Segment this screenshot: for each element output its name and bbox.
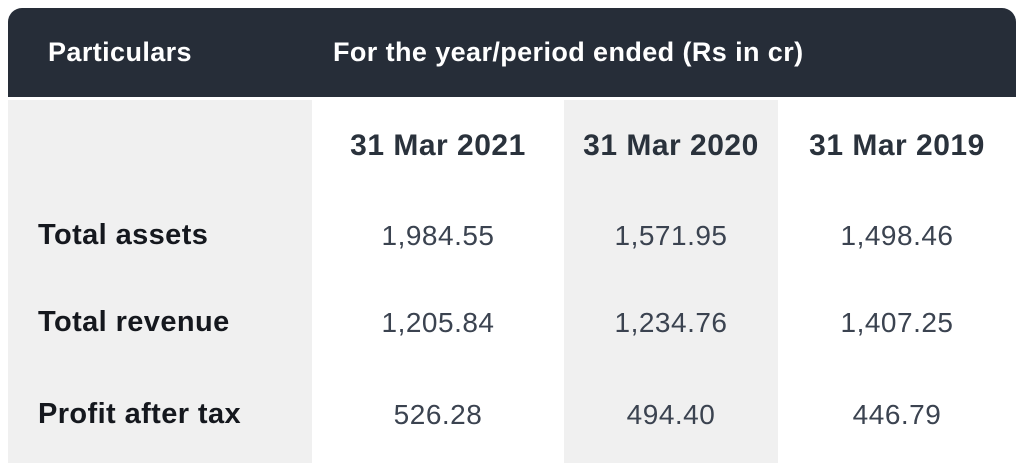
row-label-profit-after-tax: Profit after tax [8, 366, 312, 463]
value-total-revenue-2021: 1,205.84 [381, 306, 495, 338]
table-body: 31 Mar 2021 31 Mar 2020 31 Mar 2019 Tota… [8, 100, 1016, 463]
value-profit-after-tax-2019: 446.79 [852, 398, 942, 430]
column-header-31-mar-2019: 31 Mar 2019 [809, 129, 985, 162]
corner-spacer-cell [8, 100, 312, 192]
value-total-revenue-2019: 1,407.25 [840, 306, 954, 338]
column-header-31-mar-2020: 31 Mar 2020 [564, 100, 778, 192]
financials-table: Particulars For the year/period ended (R… [8, 8, 1016, 463]
value-total-assets-2021: 1,984.55 [381, 219, 495, 251]
header-period-label: For the year/period ended (Rs in cr) [333, 37, 804, 67]
row-label-total-revenue: Total revenue [8, 279, 312, 366]
table-header-bar: Particulars For the year/period ended (R… [8, 8, 1016, 97]
value-total-assets-2019: 1,498.46 [840, 219, 954, 251]
value-profit-after-tax-2021: 526.28 [393, 398, 483, 430]
value-total-revenue-2020: 1,234.76 [564, 279, 778, 366]
header-particulars-label: Particulars [48, 37, 192, 67]
row-label-total-assets: Total assets [8, 192, 312, 279]
value-total-assets-2020: 1,571.95 [564, 192, 778, 279]
value-profit-after-tax-2020: 494.40 [564, 366, 778, 463]
column-header-31-mar-2021: 31 Mar 2021 [350, 129, 526, 162]
